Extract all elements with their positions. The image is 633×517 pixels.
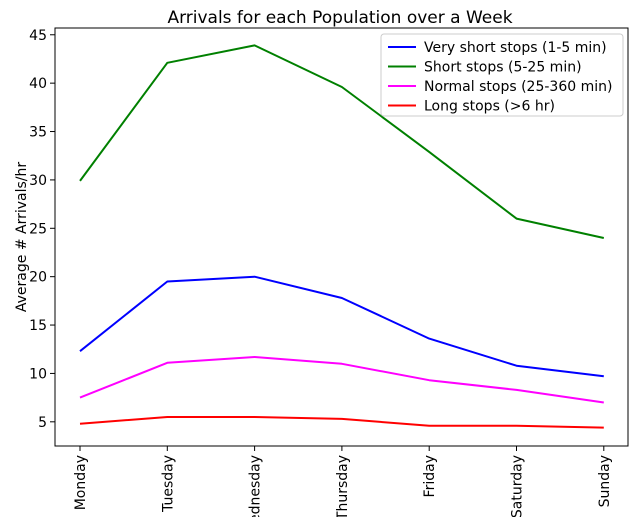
y-axis-ticks: 5 10 15 20 25 30 35 40 45 [29, 28, 55, 431]
y-tick-label: 5 [38, 415, 47, 431]
plot-frame [54, 27, 629, 447]
plot-lines [79, 44, 605, 429]
series-line-2 [79, 356, 604, 404]
x-tick-label: Tuesday [160, 455, 176, 513]
legend-label: Very short stops (1-5 min) [424, 40, 607, 56]
y-tick-label: 25 [29, 221, 47, 237]
y-tick-label: 10 [29, 366, 47, 382]
series-line-0 [79, 275, 604, 378]
x-tick-label: Monday [73, 455, 89, 510]
x-tick-label: Wednesday [248, 455, 264, 517]
chart-title: Arrivals for each Population over a Week [167, 8, 512, 28]
y-axis-title: Average # Arrivals/hr [14, 162, 30, 312]
x-tick-label: Saturday [510, 455, 526, 517]
legend-label: Normal stops (25-360 min) [424, 79, 612, 95]
series-line-1 [79, 44, 605, 239]
x-tick-label: Thursday [335, 455, 351, 517]
y-tick-label: 15 [29, 318, 47, 334]
x-axis-ticks: Monday Tuesday Wednesday Thursday Friday Satu… [73, 446, 613, 517]
y-tick-label: 45 [29, 28, 47, 44]
x-tick-label: Sunday [597, 455, 613, 507]
y-tick-label: 40 [29, 76, 47, 92]
y-tick-label: 20 [29, 270, 47, 286]
legend-box [380, 33, 624, 117]
series-line-3 [79, 416, 604, 429]
legend-label: Long stops (>6 hr) [424, 99, 555, 115]
y-tick-label: 35 [29, 125, 47, 141]
x-tick-label: Friday [422, 455, 438, 497]
legend-label: Short stops (5-25 min) [424, 60, 582, 76]
legend: Very short stops (1-5 min) Short stops (5… [380, 33, 624, 117]
y-tick-label: 30 [29, 173, 47, 189]
